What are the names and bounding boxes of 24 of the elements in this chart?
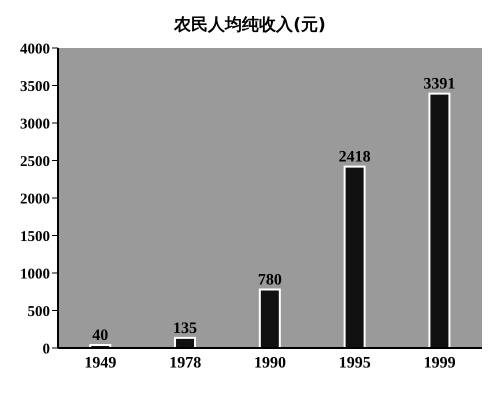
y-tick-label: 2500 <box>20 154 50 170</box>
bar <box>258 288 281 348</box>
bar <box>428 92 450 348</box>
x-tick-label: 1995 <box>338 354 371 372</box>
data-label: 780 <box>258 272 282 288</box>
data-label: 135 <box>173 320 198 337</box>
chart-title: 农民人均纯收入(元) <box>172 14 327 37</box>
y-tick-label: 1000 <box>20 266 50 282</box>
x-tick-label: 1949 <box>84 354 116 372</box>
y-tick-label: 4000 <box>20 41 50 58</box>
x-tick-label: 1999 <box>424 354 456 372</box>
y-tick-label: 0 <box>42 341 50 358</box>
y-tick-label: 3000 <box>20 116 50 132</box>
x-tick-label: 1990 <box>254 354 286 372</box>
data-label: 3391 <box>423 76 456 93</box>
x-tick-label: 1978 <box>169 354 202 372</box>
data-label: 40 <box>92 327 108 344</box>
y-tick-label: 2000 <box>20 191 50 208</box>
data-label: 2418 <box>338 148 371 166</box>
y-tick-label: 500 <box>28 304 50 320</box>
y-tick-label: 1500 <box>20 228 50 245</box>
y-tick-label: 3500 <box>20 78 50 95</box>
bar <box>174 336 196 348</box>
bar <box>344 166 366 348</box>
